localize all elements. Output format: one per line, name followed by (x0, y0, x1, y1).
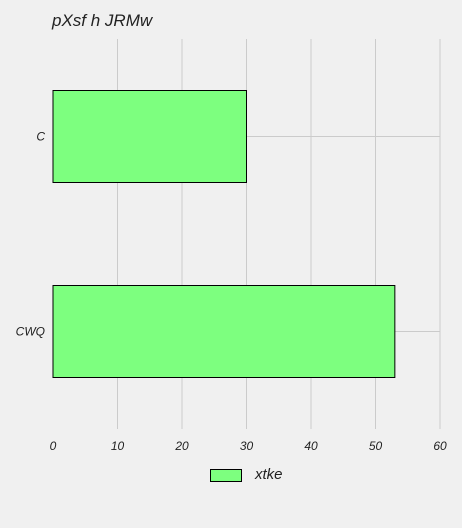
y-tick-label: CWQ (16, 325, 45, 339)
x-tick-label: 40 (304, 439, 318, 453)
x-tick-label: 10 (111, 439, 125, 453)
bar-c (52, 90, 247, 183)
bar-cwq (52, 285, 396, 378)
x-tick-label: 60 (433, 439, 447, 453)
legend-label: xtke (255, 466, 283, 483)
x-tick-label: 20 (174, 439, 189, 453)
x-tick-label: 0 (50, 439, 57, 453)
y-tick-label: C (36, 130, 45, 144)
chart-title: pXsf h JRMw (52, 11, 153, 30)
x-tick-label: 30 (240, 439, 254, 453)
legend: xtke (0, 466, 462, 486)
legend-swatch (210, 469, 242, 482)
x-tick-label: 50 (369, 439, 383, 453)
